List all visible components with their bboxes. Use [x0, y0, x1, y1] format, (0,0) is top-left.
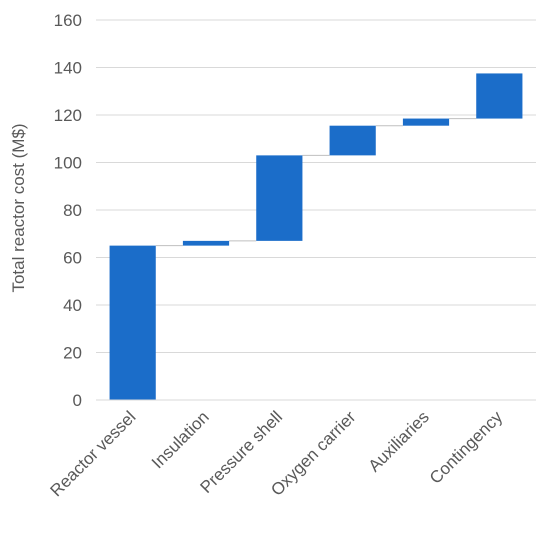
x-tick-label: Contingency — [426, 407, 507, 488]
y-tick-label: 100 — [54, 154, 82, 173]
bar-pressure-shell — [256, 155, 303, 241]
bar-oxygen-carrier — [329, 125, 376, 156]
y-tick-label: 120 — [54, 106, 82, 125]
x-tick-label: Auxiliaries — [365, 407, 433, 475]
gridlines — [96, 19, 536, 353]
y-axis-ticks: 0 20 40 60 80 100 120 140 160 — [54, 11, 82, 410]
y-tick-label: 160 — [54, 11, 82, 30]
bar-insulation — [182, 240, 230, 246]
y-tick-label: 60 — [63, 249, 82, 268]
bar-auxiliaries — [402, 118, 450, 126]
connectors — [155, 118, 477, 247]
bars — [109, 73, 523, 400]
y-axis-title: Total reactor cost (M$) — [9, 123, 28, 292]
x-tick-label: Reactor vessel — [47, 407, 140, 500]
y-tick-label: 0 — [73, 391, 82, 410]
x-tick-label: Insulation — [148, 407, 213, 472]
bar-contingency — [476, 73, 523, 119]
y-tick-label: 40 — [63, 296, 82, 315]
y-tick-label: 20 — [63, 344, 82, 363]
y-tick-label: 140 — [54, 59, 82, 78]
y-tick-label: 80 — [63, 201, 82, 220]
bar-reactor-vessel — [109, 245, 156, 400]
